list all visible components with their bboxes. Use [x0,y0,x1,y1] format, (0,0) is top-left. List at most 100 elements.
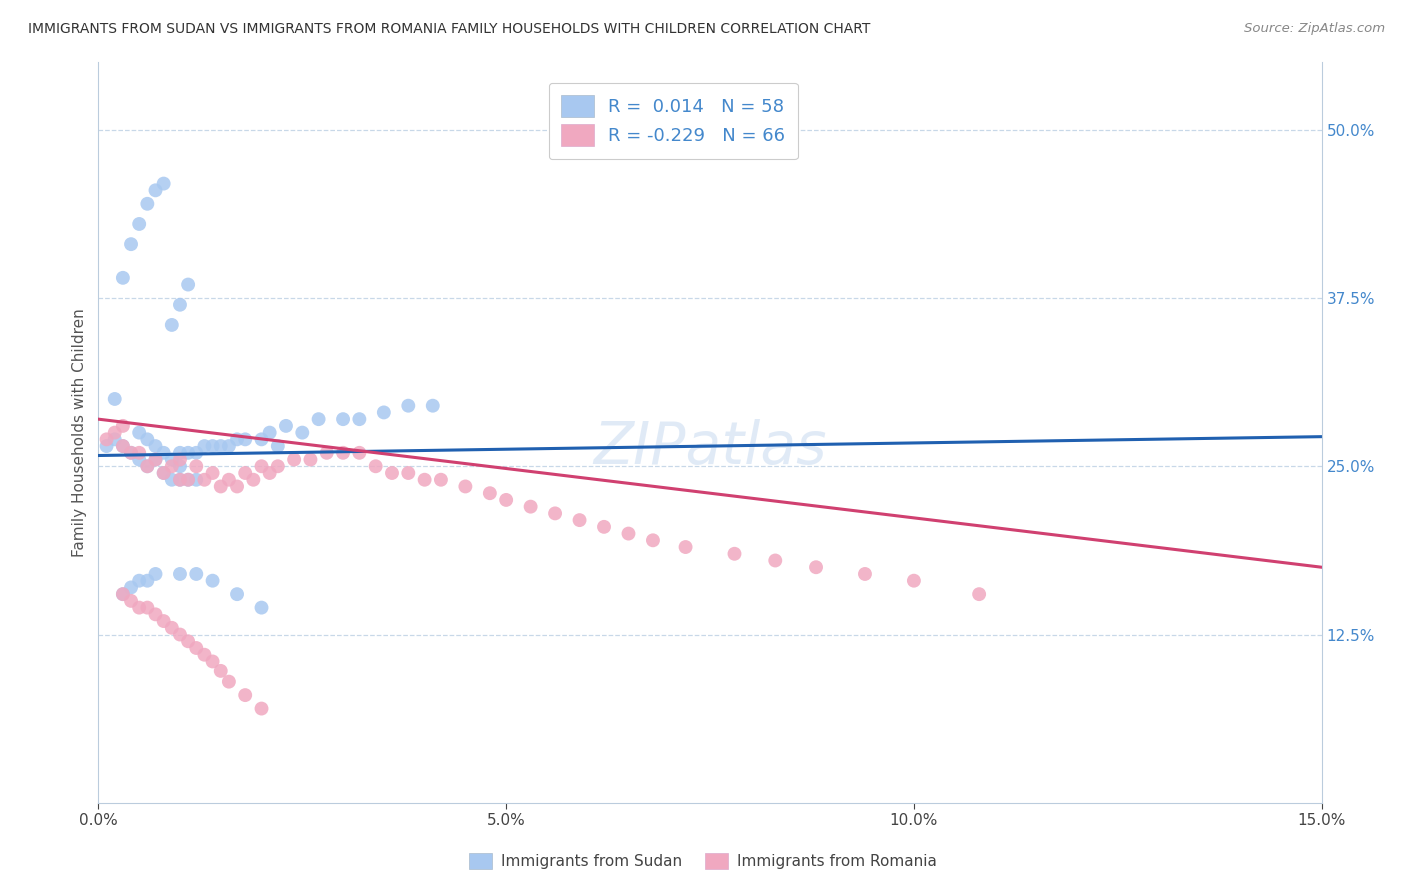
Point [104,433,127,447]
Point [381,466,404,480]
Point [308,412,330,426]
Point [128,425,150,440]
Point [145,566,167,581]
Point [186,566,208,581]
Point [763,553,786,567]
Point [723,547,745,561]
Point [152,466,174,480]
Point [250,459,273,474]
Point [233,688,256,702]
Point [226,587,249,601]
Point [186,446,208,460]
Point [120,446,142,460]
Point [177,446,200,460]
Point [478,486,501,500]
Point [169,473,191,487]
Point [177,473,200,487]
Point [152,466,174,480]
Point [145,183,167,197]
Point [593,520,616,534]
Point [169,566,191,581]
Point [96,433,118,447]
Point [177,277,200,292]
Point [299,452,322,467]
Point [186,473,208,487]
Legend: R =  0.014   N = 58, R = -0.229   N = 66: R = 0.014 N = 58, R = -0.229 N = 66 [548,83,799,159]
Point [145,452,167,467]
Point [454,479,477,493]
Point [152,177,174,191]
Point [396,399,419,413]
Point [111,587,134,601]
Point [422,399,444,413]
Point [201,574,224,588]
Point [177,473,200,487]
Point [111,418,134,433]
Point [193,648,215,662]
Point [186,459,208,474]
Point [274,418,297,433]
Point [396,466,419,480]
Point [250,600,273,615]
Point [104,392,127,406]
Point [111,270,134,285]
Point [242,473,264,487]
Point [209,479,232,493]
Point [201,655,224,669]
Point [804,560,827,574]
Point [495,492,517,507]
Point [145,607,167,622]
Point [160,473,183,487]
Point [136,574,159,588]
Point [233,433,256,447]
Point [349,446,371,460]
Point [193,439,215,453]
Point [226,479,249,493]
Point [96,439,118,453]
Point [177,634,200,648]
Point [267,439,290,453]
Point [201,439,224,453]
Point [160,452,183,467]
Point [967,587,990,601]
Point [193,473,215,487]
Point [226,433,249,447]
Point [136,433,159,447]
Point [413,473,436,487]
Point [120,237,142,252]
Point [160,318,183,332]
Point [853,566,876,581]
Point [332,446,354,460]
Text: IMMIGRANTS FROM SUDAN VS IMMIGRANTS FROM ROMANIA FAMILY HOUSEHOLDS WITH CHILDREN: IMMIGRANTS FROM SUDAN VS IMMIGRANTS FROM… [28,22,870,37]
Y-axis label: Family Households with Children: Family Households with Children [72,309,87,557]
Point [136,600,159,615]
Point [544,507,567,521]
Point [169,298,191,312]
Point [111,587,134,601]
Point [267,459,290,474]
Point [250,701,273,715]
Point [169,627,191,641]
Text: ZIPatlas: ZIPatlas [593,419,827,476]
Point [169,452,191,467]
Point [430,473,453,487]
Point [128,600,150,615]
Point [315,446,337,460]
Text: Source: ZipAtlas.com: Source: ZipAtlas.com [1244,22,1385,36]
Point [568,513,591,527]
Point [259,466,281,480]
Point [152,446,174,460]
Point [160,621,183,635]
Point [136,459,159,474]
Point [169,459,191,474]
Point [104,425,127,440]
Point [283,452,305,467]
Point [250,433,273,447]
Point [617,526,640,541]
Point [128,452,150,467]
Point [128,574,150,588]
Point [259,425,281,440]
Point [120,594,142,608]
Point [218,439,240,453]
Point [169,446,191,460]
